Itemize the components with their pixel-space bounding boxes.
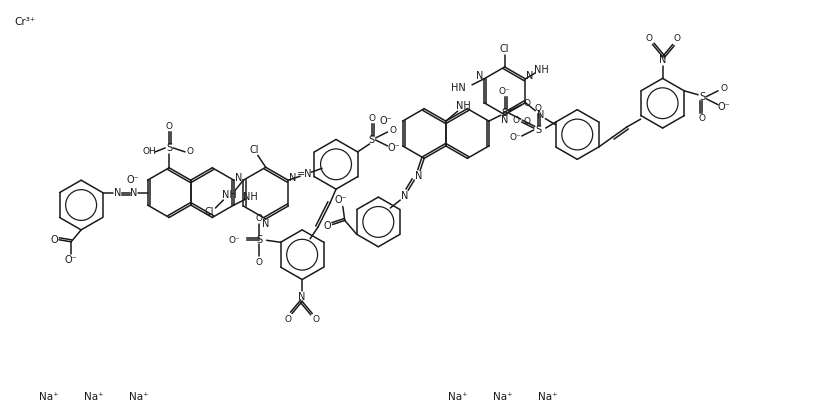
Text: O: O (512, 116, 519, 125)
Text: Na⁺: Na⁺ (129, 392, 149, 402)
Text: O: O (390, 126, 397, 134)
Text: O: O (645, 34, 653, 43)
Text: NH: NH (222, 190, 237, 200)
Text: N: N (501, 115, 509, 125)
Text: S: S (502, 108, 508, 118)
Text: N: N (526, 71, 533, 81)
Text: N: N (537, 110, 544, 120)
Text: O: O (284, 315, 292, 324)
Text: N: N (476, 71, 483, 81)
Text: NH: NH (534, 65, 549, 75)
Text: Cl: Cl (204, 207, 214, 217)
Text: NH: NH (457, 101, 471, 111)
Text: O: O (699, 114, 705, 123)
Text: NH: NH (243, 192, 258, 202)
Text: N: N (400, 191, 408, 201)
Text: N: N (130, 188, 137, 198)
Text: O: O (720, 84, 728, 93)
Text: N: N (659, 55, 667, 66)
Text: O⁻: O⁻ (65, 255, 78, 265)
Text: O⁻: O⁻ (229, 236, 241, 245)
Text: O⁻: O⁻ (334, 194, 347, 205)
Text: O: O (534, 104, 541, 113)
Text: S: S (699, 92, 705, 102)
Text: O: O (673, 34, 680, 43)
Text: Na⁺: Na⁺ (448, 392, 467, 402)
Text: N: N (414, 171, 422, 181)
Text: Na⁺: Na⁺ (538, 392, 557, 402)
Text: O: O (165, 121, 173, 131)
Text: O⁻: O⁻ (387, 143, 400, 153)
Text: S: S (536, 125, 542, 135)
Text: O: O (187, 147, 194, 156)
Text: O: O (523, 117, 530, 126)
Text: Na⁺: Na⁺ (493, 392, 513, 402)
Text: S: S (166, 143, 172, 153)
Text: O: O (50, 235, 58, 245)
Text: O: O (256, 257, 262, 267)
Text: O: O (368, 114, 375, 123)
Text: N: N (289, 173, 296, 183)
Text: S: S (369, 135, 375, 145)
Text: N: N (299, 292, 306, 302)
Text: O: O (523, 99, 530, 108)
Text: O: O (313, 315, 319, 324)
Text: O⁻: O⁻ (380, 116, 393, 126)
Text: HN: HN (452, 83, 466, 93)
Text: O⁻: O⁻ (499, 87, 511, 96)
Text: O⁻: O⁻ (718, 102, 730, 112)
Text: OH: OH (142, 147, 156, 156)
Text: Cl: Cl (500, 44, 509, 54)
Text: Cl: Cl (249, 145, 259, 155)
Text: N: N (236, 173, 242, 183)
Text: =N: =N (298, 169, 313, 179)
Text: S: S (256, 235, 263, 245)
Text: N: N (114, 188, 122, 198)
Text: O⁻: O⁻ (510, 134, 522, 142)
Text: O: O (323, 221, 331, 231)
Text: Na⁺: Na⁺ (40, 392, 59, 402)
Text: N: N (262, 219, 270, 229)
Text: O⁻: O⁻ (127, 175, 140, 185)
Text: Cr³⁺: Cr³⁺ (14, 17, 36, 27)
Text: O: O (256, 214, 262, 223)
Text: Na⁺: Na⁺ (84, 392, 104, 402)
